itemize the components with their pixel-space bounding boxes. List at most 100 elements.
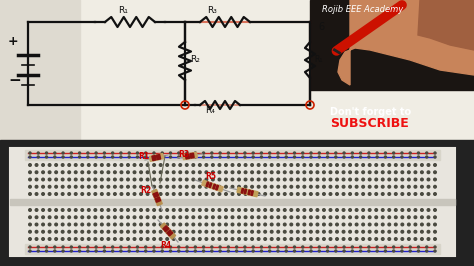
Circle shape	[343, 246, 345, 248]
Circle shape	[225, 185, 227, 188]
Circle shape	[48, 193, 51, 195]
Circle shape	[434, 178, 436, 181]
Circle shape	[238, 216, 240, 219]
Circle shape	[277, 238, 280, 240]
Circle shape	[257, 164, 260, 166]
Circle shape	[55, 178, 57, 181]
Circle shape	[408, 223, 410, 226]
Circle shape	[335, 246, 337, 248]
Circle shape	[368, 246, 370, 248]
Circle shape	[29, 185, 31, 188]
Circle shape	[140, 238, 142, 240]
Circle shape	[103, 152, 105, 154]
Circle shape	[342, 193, 345, 195]
Circle shape	[54, 156, 56, 158]
Circle shape	[434, 209, 436, 211]
Circle shape	[269, 250, 271, 252]
Bar	[164, 227, 169, 232]
Circle shape	[166, 193, 168, 195]
Circle shape	[349, 209, 351, 211]
Circle shape	[219, 246, 221, 248]
Circle shape	[238, 209, 240, 211]
Bar	[167, 230, 171, 234]
Circle shape	[185, 230, 188, 233]
Circle shape	[153, 185, 155, 188]
Circle shape	[420, 230, 423, 233]
Circle shape	[388, 216, 391, 219]
Circle shape	[343, 156, 345, 158]
Circle shape	[79, 250, 81, 252]
Circle shape	[100, 185, 103, 188]
Circle shape	[329, 216, 332, 219]
Circle shape	[360, 152, 362, 154]
Circle shape	[199, 185, 201, 188]
Circle shape	[42, 238, 45, 240]
Circle shape	[434, 193, 436, 195]
Circle shape	[426, 250, 428, 252]
Circle shape	[420, 193, 423, 195]
Circle shape	[388, 171, 391, 173]
Circle shape	[420, 209, 423, 211]
Circle shape	[218, 238, 221, 240]
Circle shape	[225, 193, 227, 195]
Circle shape	[35, 230, 38, 233]
Circle shape	[107, 164, 109, 166]
Circle shape	[336, 178, 338, 181]
Circle shape	[140, 193, 142, 195]
Circle shape	[285, 156, 287, 158]
Circle shape	[88, 216, 90, 219]
Circle shape	[46, 156, 47, 158]
Circle shape	[283, 223, 286, 226]
Circle shape	[318, 246, 320, 248]
Circle shape	[228, 152, 229, 154]
Circle shape	[219, 152, 221, 154]
Text: R₁: R₁	[118, 6, 128, 15]
Circle shape	[260, 152, 263, 154]
Circle shape	[408, 238, 410, 240]
Circle shape	[408, 178, 410, 181]
Circle shape	[290, 223, 292, 226]
Circle shape	[61, 185, 64, 188]
Circle shape	[114, 164, 116, 166]
Circle shape	[392, 152, 395, 154]
Circle shape	[133, 178, 136, 181]
Bar	[163, 226, 167, 230]
Circle shape	[342, 216, 345, 219]
Circle shape	[401, 185, 404, 188]
Circle shape	[376, 152, 378, 154]
Circle shape	[94, 223, 97, 226]
Circle shape	[173, 164, 175, 166]
Circle shape	[394, 193, 397, 195]
Circle shape	[54, 250, 56, 252]
Circle shape	[401, 209, 404, 211]
Circle shape	[277, 185, 280, 188]
Circle shape	[81, 230, 83, 233]
Circle shape	[205, 209, 208, 211]
Circle shape	[277, 216, 280, 219]
Circle shape	[257, 223, 260, 226]
Circle shape	[186, 250, 188, 252]
Bar	[310, 0, 474, 90]
Circle shape	[133, 223, 136, 226]
Circle shape	[159, 230, 162, 233]
Circle shape	[316, 230, 319, 233]
Circle shape	[356, 230, 358, 233]
FancyBboxPatch shape	[202, 180, 223, 192]
Circle shape	[46, 250, 47, 252]
Circle shape	[140, 216, 142, 219]
Circle shape	[236, 246, 237, 248]
Circle shape	[192, 223, 195, 226]
Circle shape	[29, 238, 31, 240]
Circle shape	[48, 209, 51, 211]
Circle shape	[434, 223, 436, 226]
Circle shape	[178, 152, 180, 154]
Circle shape	[323, 209, 325, 211]
Circle shape	[228, 246, 229, 248]
Circle shape	[368, 164, 371, 166]
Circle shape	[107, 185, 109, 188]
Circle shape	[316, 164, 319, 166]
Circle shape	[192, 209, 195, 211]
Bar	[10, 148, 455, 256]
Circle shape	[161, 246, 163, 248]
Bar	[209, 183, 212, 188]
